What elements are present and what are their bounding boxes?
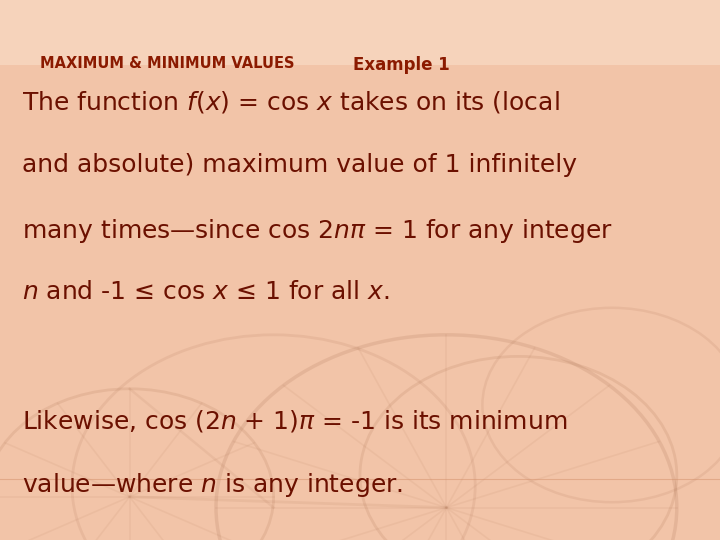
Text: Example 1: Example 1 <box>353 56 449 73</box>
Text: MAXIMUM & MINIMUM VALUES: MAXIMUM & MINIMUM VALUES <box>40 56 294 71</box>
Text: Likewise, cos (2$n$ + 1)$π$ = -1 is its minimum: Likewise, cos (2$n$ + 1)$π$ = -1 is its … <box>22 408 567 434</box>
Text: The function $f(x)$ = cos $x$ takes on its (local: The function $f(x)$ = cos $x$ takes on i… <box>22 89 559 115</box>
Text: value—where $n$ is any integer.: value—where $n$ is any integer. <box>22 471 402 500</box>
Text: many times—since cos 2$nπ$ = 1 for any integer: many times—since cos 2$nπ$ = 1 for any i… <box>22 217 613 245</box>
Bar <box>0 0 720 65</box>
Text: and absolute) maximum value of 1 infinitely: and absolute) maximum value of 1 infinit… <box>22 153 577 177</box>
Text: $n$ and -1 ≤ cos $x$ ≤ 1 for all $x$.: $n$ and -1 ≤ cos $x$ ≤ 1 for all $x$. <box>22 280 390 304</box>
